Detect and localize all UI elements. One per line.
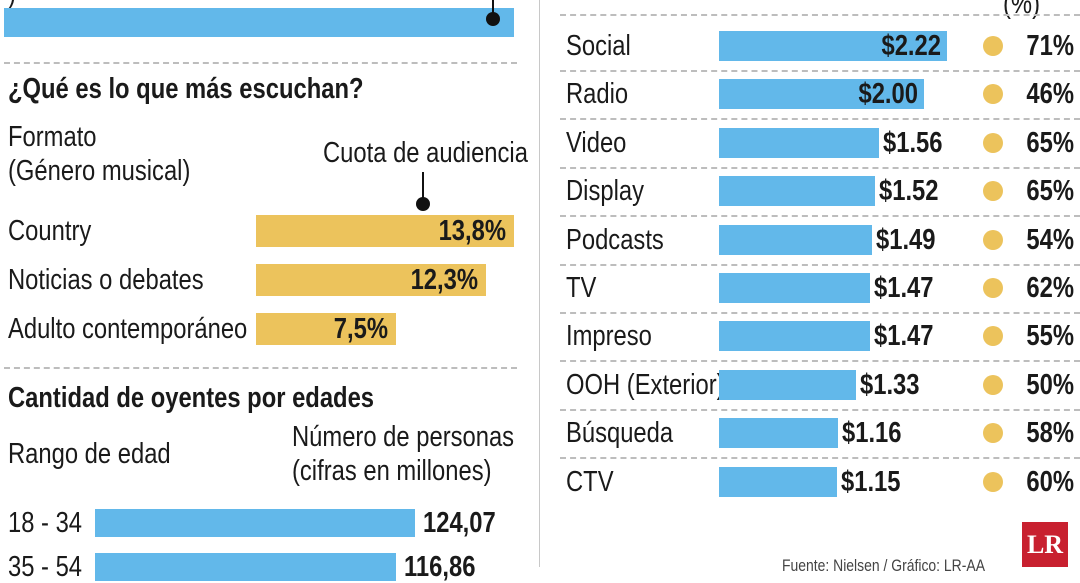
pct-dot <box>983 278 1003 298</box>
formato-bar-value: 7,5% <box>333 313 388 345</box>
spend-bar <box>719 127 879 158</box>
spend-row-pct: 58% <box>1026 417 1074 450</box>
spend-row-label: Impreso <box>566 320 652 353</box>
cut-off-bar <box>4 8 514 37</box>
spend-bar-value: $1.33 <box>860 368 920 401</box>
formato-row-label: Noticias o debates <box>8 264 204 296</box>
spend-row-label: Social <box>566 30 631 62</box>
spend-row-pct: 46% <box>1026 78 1074 111</box>
spend-row-label: Búsqueda <box>566 417 674 450</box>
pct-dot <box>983 374 1003 395</box>
pct-dot <box>983 36 1003 56</box>
pct-header: (%) <box>1003 0 1040 20</box>
pct-dot <box>983 181 1003 202</box>
spend-bar <box>719 273 870 303</box>
spend-row-pct: 55% <box>1026 320 1074 353</box>
edades-col2-line2: (cifras en millones) <box>292 455 492 487</box>
spend-bar <box>719 31 947 61</box>
divider <box>560 215 1080 218</box>
spend-bar-value: $1.47 <box>874 272 934 304</box>
pct-dot <box>983 229 1003 250</box>
divider <box>560 70 1080 72</box>
source-note: Fuente: Nielsen / Gráfico: LR-AA <box>782 556 985 575</box>
divider <box>560 118 1080 121</box>
edades-bar <box>95 509 415 537</box>
formato-title: ¿Qué es lo que más escuchan? <box>8 73 364 105</box>
spend-bar <box>719 369 856 400</box>
edades-col2-line1: Número de personas <box>292 421 515 453</box>
formato-row-label: Adulto contemporáneo <box>8 313 248 345</box>
formato-bar-value: 13,8% <box>438 215 506 247</box>
spend-bar <box>719 321 870 352</box>
formato-bar <box>256 264 486 296</box>
spend-bar-value: $2.00 <box>858 78 918 111</box>
edades-bar <box>95 553 396 581</box>
spend-row-label: TV <box>566 272 597 304</box>
spend-row-label: Podcasts <box>566 223 664 256</box>
cut-off-pointer-line <box>492 0 494 18</box>
lr-logo: LR <box>1022 522 1068 567</box>
panel-separator <box>539 0 540 567</box>
pct-dot <box>983 326 1003 347</box>
spend-bar <box>719 418 838 449</box>
edades-row-label: 35 - 54 <box>8 551 83 583</box>
formato-row-label: Country <box>8 215 92 247</box>
pct-dot <box>983 132 1003 153</box>
formato-bar-value: 12,3% <box>410 264 478 296</box>
spend-row-pct: 71% <box>1026 30 1074 62</box>
formato-bar <box>256 313 396 345</box>
divider <box>560 166 1080 169</box>
spend-bar-value: $2.22 <box>881 30 941 62</box>
divider <box>560 408 1080 411</box>
spend-row-label: OOH (Exterior) <box>566 368 725 401</box>
divider <box>4 62 517 64</box>
divider <box>560 263 1080 266</box>
formato-col1-line1: Formato <box>8 121 97 153</box>
spend-row-pct: 60% <box>1026 465 1074 498</box>
pct-dot <box>983 84 1003 105</box>
formato-pointer-dot <box>416 197 430 211</box>
spend-bar <box>719 79 924 110</box>
spend-bar-value: $1.52 <box>879 175 939 208</box>
formato-pointer-line <box>422 172 424 202</box>
spend-row-label: Video <box>566 126 627 159</box>
spend-row-pct: 65% <box>1026 175 1074 208</box>
spend-row-pct: 54% <box>1026 223 1074 256</box>
edades-bar-value: 116,86 <box>404 551 476 583</box>
formato-bar <box>256 215 514 247</box>
edades-col1: Rango de edad <box>8 438 171 470</box>
divider <box>560 360 1080 363</box>
formato-col1-line2: (Género musical) <box>8 155 191 187</box>
cut-off-label: ) <box>8 0 16 10</box>
spend-bar-value: $1.56 <box>883 126 943 159</box>
spend-row-pct: 65% <box>1026 126 1074 159</box>
spend-row-label: Display <box>566 175 644 208</box>
pct-dot <box>983 423 1003 444</box>
divider <box>4 367 517 369</box>
spend-row-label: Radio <box>566 78 629 111</box>
spend-bar <box>719 176 875 207</box>
formato-col2: Cuota de audiencia <box>323 137 528 169</box>
divider <box>560 312 1080 314</box>
cut-off-pointer-dot <box>486 12 500 26</box>
pct-dot <box>983 471 1003 492</box>
spend-row-pct: 62% <box>1026 272 1074 304</box>
spend-row-pct: 50% <box>1026 368 1074 401</box>
edades-title: Cantidad de oyentes por edades <box>8 382 375 414</box>
divider <box>560 457 1080 460</box>
spend-bar-value: $1.49 <box>876 223 936 256</box>
spend-bar-value: $1.15 <box>841 465 901 498</box>
spend-bar <box>719 466 837 497</box>
edades-row-label: 18 - 34 <box>8 507 83 539</box>
spend-bar-value: $1.16 <box>842 417 902 450</box>
spend-row-label: CTV <box>566 465 614 498</box>
spend-bar <box>719 224 872 255</box>
edades-bar-value: 124,07 <box>423 507 496 539</box>
spend-bar-value: $1.47 <box>874 320 934 353</box>
divider <box>560 14 1080 16</box>
